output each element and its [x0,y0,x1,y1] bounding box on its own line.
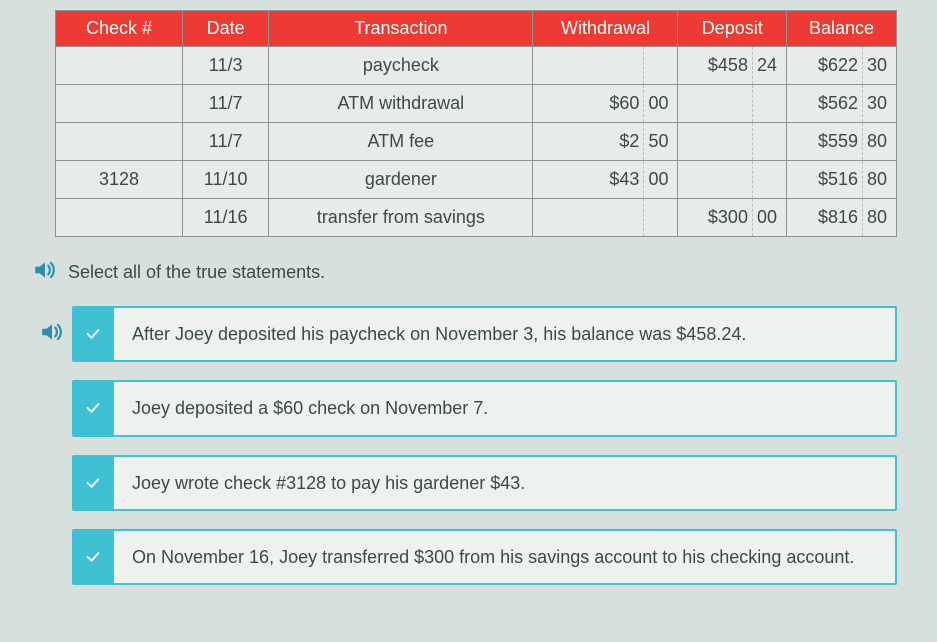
speaker-slot [32,380,72,436]
cell-deposit-dollars [678,85,753,123]
table-row: 11/7ATM withdrawal$6000 $56230 [56,85,897,123]
cell-withdrawal-dollars: $43 [533,161,644,199]
cell-transaction: paycheck [269,47,533,85]
option-text[interactable]: On November 16, Joey transferred $300 fr… [114,529,897,585]
option-row: Joey wrote check #3128 to pay his garden… [32,455,897,511]
cell-balance-cents: 30 [863,85,897,123]
table-header-row: Check # Date Transaction Withdrawal Depo… [56,11,897,47]
table-row: 11/16transfer from savings $30000$81680 [56,199,897,237]
cell-balance-dollars: $622 [786,47,862,85]
cell-date: 11/7 [183,123,269,161]
cell-date: 11/16 [183,199,269,237]
speaker-icon[interactable] [39,319,65,350]
options-list: After Joey deposited his paycheck on Nov… [32,306,897,585]
cell-date: 11/7 [183,85,269,123]
cell-transaction: gardener [269,161,533,199]
cell-deposit-dollars: $458 [678,47,753,85]
option-row: On November 16, Joey transferred $300 fr… [32,529,897,585]
option-text[interactable]: Joey deposited a $60 check on November 7… [114,380,897,436]
prompt-row: Select all of the true statements. [32,257,897,288]
option-checkbox[interactable] [72,380,114,436]
speaker-slot [32,306,72,362]
cell-deposit-dollars [678,123,753,161]
col-check: Check # [56,11,183,47]
option-text[interactable]: Joey wrote check #3128 to pay his garden… [114,455,897,511]
cell-deposit-cents [752,161,786,199]
cell-check [56,47,183,85]
cell-balance-cents: 30 [863,47,897,85]
cell-balance-dollars: $562 [786,85,862,123]
speaker-slot [32,529,72,585]
col-transaction: Transaction [269,11,533,47]
cell-deposit-cents: 24 [752,47,786,85]
cell-check [56,85,183,123]
check-register-table: Check # Date Transaction Withdrawal Depo… [55,10,897,237]
option-checkbox[interactable] [72,455,114,511]
cell-deposit-dollars [678,161,753,199]
cell-withdrawal-cents [644,47,678,85]
cell-withdrawal-cents: 00 [644,85,678,123]
cell-transaction: transfer from savings [269,199,533,237]
cell-transaction: ATM withdrawal [269,85,533,123]
cell-withdrawal-dollars: $2 [533,123,644,161]
cell-check [56,123,183,161]
table-row: 11/7ATM fee$250 $55980 [56,123,897,161]
cell-withdrawal-cents [644,199,678,237]
cell-withdrawal-cents: 00 [644,161,678,199]
col-date: Date [183,11,269,47]
col-deposit: Deposit [678,11,787,47]
cell-date: 11/10 [183,161,269,199]
cell-transaction: ATM fee [269,123,533,161]
cell-balance-cents: 80 [863,199,897,237]
speaker-slot [32,455,72,511]
register-table-wrap: Check # Date Transaction Withdrawal Depo… [55,10,897,237]
cell-balance-cents: 80 [863,123,897,161]
cell-deposit-cents [752,85,786,123]
prompt-text: Select all of the true statements. [68,262,325,283]
cell-deposit-cents: 00 [752,199,786,237]
cell-withdrawal-cents: 50 [644,123,678,161]
option-checkbox[interactable] [72,529,114,585]
option-row: After Joey deposited his paycheck on Nov… [32,306,897,362]
cell-deposit-cents [752,123,786,161]
cell-balance-cents: 80 [863,161,897,199]
speaker-icon[interactable] [32,257,58,288]
cell-balance-dollars: $816 [786,199,862,237]
cell-check: 3128 [56,161,183,199]
cell-balance-dollars: $559 [786,123,862,161]
table-row: 312811/10gardener$4300 $51680 [56,161,897,199]
cell-balance-dollars: $516 [786,161,862,199]
cell-deposit-dollars: $300 [678,199,753,237]
cell-check [56,199,183,237]
cell-date: 11/3 [183,47,269,85]
option-checkbox[interactable] [72,306,114,362]
col-balance: Balance [786,11,896,47]
option-row: Joey deposited a $60 check on November 7… [32,380,897,436]
cell-withdrawal-dollars [533,47,644,85]
table-row: 11/3paycheck $45824$62230 [56,47,897,85]
cell-withdrawal-dollars [533,199,644,237]
cell-withdrawal-dollars: $60 [533,85,644,123]
col-withdrawal: Withdrawal [533,11,678,47]
option-text[interactable]: After Joey deposited his paycheck on Nov… [114,306,897,362]
